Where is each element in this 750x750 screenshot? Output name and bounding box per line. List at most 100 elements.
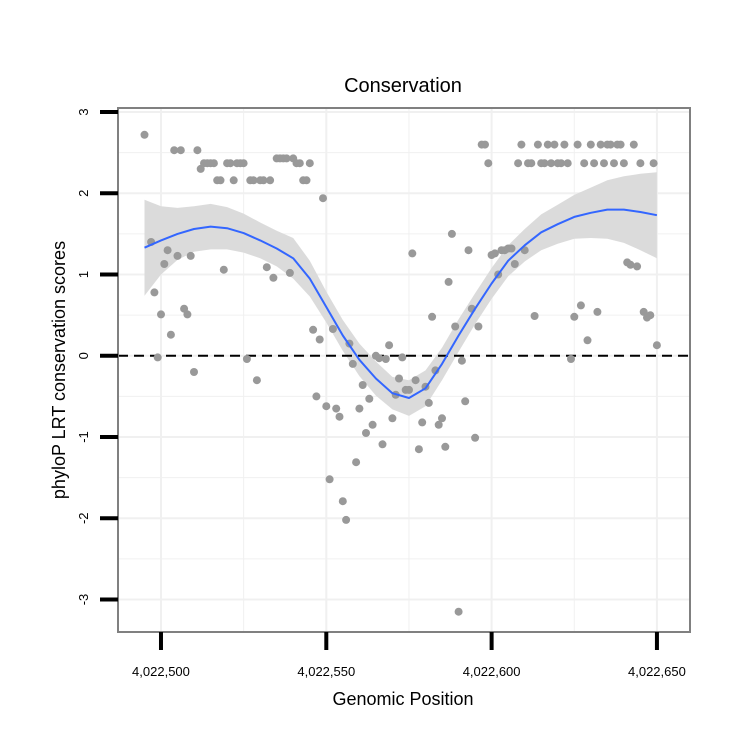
data-point xyxy=(209,159,218,168)
data-point xyxy=(262,263,271,272)
data-point xyxy=(295,159,304,168)
data-point xyxy=(242,355,251,363)
chart-title: Conservation xyxy=(344,75,462,97)
data-point xyxy=(550,140,559,149)
data-point xyxy=(590,159,599,168)
data-point xyxy=(600,159,608,168)
points-layer xyxy=(140,130,661,616)
data-point xyxy=(322,402,331,411)
data-point xyxy=(626,260,635,269)
data-point xyxy=(398,353,407,362)
data-point xyxy=(302,176,311,185)
data-point xyxy=(355,404,364,413)
data-point xyxy=(593,307,602,316)
data-point xyxy=(395,374,403,383)
data-point xyxy=(533,140,542,149)
data-point xyxy=(183,310,192,319)
data-point xyxy=(226,159,235,168)
data-point xyxy=(381,355,390,363)
data-point xyxy=(312,392,321,401)
data-point xyxy=(229,176,238,185)
data-point xyxy=(444,277,453,286)
data-point xyxy=(474,322,483,331)
data-point xyxy=(249,176,258,185)
data-point xyxy=(157,310,165,319)
data-point xyxy=(547,159,556,168)
data-point xyxy=(484,159,493,168)
data-point xyxy=(464,246,473,255)
data-point xyxy=(649,159,658,168)
data-point xyxy=(239,159,248,168)
data-point xyxy=(424,398,433,407)
data-point xyxy=(150,288,159,297)
data-point xyxy=(438,414,446,423)
data-point xyxy=(457,356,466,365)
data-point xyxy=(461,397,470,406)
data-point xyxy=(610,159,618,168)
x-axis-label: Genomic Position xyxy=(332,689,473,709)
data-point xyxy=(434,420,443,429)
data-point xyxy=(173,251,182,260)
x-axis: 4,022,500 4,022,550 4,022,600 4,022,650 xyxy=(132,632,686,679)
data-point xyxy=(527,159,536,168)
data-point xyxy=(362,429,370,437)
data-point xyxy=(405,385,413,394)
data-point xyxy=(428,312,437,321)
data-point xyxy=(365,394,374,403)
data-point xyxy=(418,418,427,427)
data-point xyxy=(507,244,516,253)
data-point xyxy=(490,249,499,258)
data-point xyxy=(368,420,377,429)
data-point xyxy=(567,355,575,363)
data-point xyxy=(259,176,268,185)
x-tick-label: 4,022,500 xyxy=(132,664,190,679)
data-point xyxy=(596,140,605,149)
data-point xyxy=(170,146,179,155)
data-point xyxy=(514,159,523,168)
data-point xyxy=(315,335,324,344)
data-point xyxy=(573,140,582,149)
data-point xyxy=(517,140,526,149)
data-point xyxy=(358,381,367,389)
data-point xyxy=(408,249,417,258)
data-point xyxy=(193,146,202,155)
data-point xyxy=(348,359,357,368)
data-point xyxy=(560,140,569,149)
confidence-band xyxy=(144,172,657,416)
data-point xyxy=(328,325,337,333)
data-point xyxy=(385,341,394,350)
data-point xyxy=(580,159,589,168)
data-point xyxy=(619,159,628,168)
data-point xyxy=(629,140,638,149)
smooth-line xyxy=(144,208,658,399)
data-point xyxy=(583,336,592,345)
data-point xyxy=(319,194,327,203)
data-point xyxy=(153,353,162,362)
y-tick-label: -3 xyxy=(76,594,91,606)
data-point xyxy=(557,159,566,168)
data-point xyxy=(352,458,361,467)
data-point xyxy=(563,159,572,168)
y-tick-label: 2 xyxy=(76,190,91,197)
data-point xyxy=(606,140,615,149)
data-point xyxy=(616,140,625,149)
data-point xyxy=(510,260,519,268)
data-point xyxy=(332,404,341,413)
data-point xyxy=(414,445,423,454)
y-tick-label: -2 xyxy=(76,512,91,524)
data-point xyxy=(441,442,450,451)
data-point xyxy=(586,140,595,149)
data-point xyxy=(543,140,552,149)
data-point xyxy=(216,176,225,185)
data-point xyxy=(186,251,195,260)
data-point xyxy=(540,159,549,168)
data-point xyxy=(160,260,169,268)
data-point xyxy=(411,376,420,385)
data-point xyxy=(636,159,645,168)
data-point xyxy=(570,312,579,321)
data-point xyxy=(325,475,334,484)
y-tick-label: 1 xyxy=(76,271,91,278)
data-point xyxy=(266,176,275,185)
data-point xyxy=(282,154,291,163)
